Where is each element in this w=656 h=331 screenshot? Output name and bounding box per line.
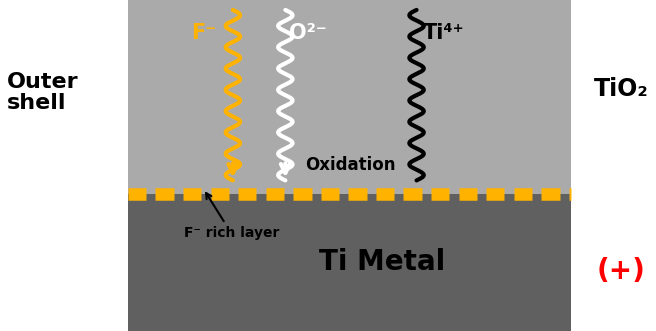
- Text: Oxidation: Oxidation: [305, 156, 396, 174]
- Text: O²⁻: O²⁻: [289, 23, 327, 43]
- Text: TiO₂: TiO₂: [594, 77, 648, 101]
- Text: F⁻ rich layer: F⁻ rich layer: [184, 193, 279, 240]
- Text: (+): (+): [597, 258, 646, 285]
- Text: Outer
shell: Outer shell: [7, 72, 78, 114]
- Text: F⁻: F⁻: [192, 23, 216, 43]
- Text: Ti Metal: Ti Metal: [319, 248, 445, 276]
- Text: Ti⁴⁺: Ti⁴⁺: [423, 23, 464, 43]
- Bar: [128, 194, 571, 331]
- Bar: [128, 0, 571, 194]
